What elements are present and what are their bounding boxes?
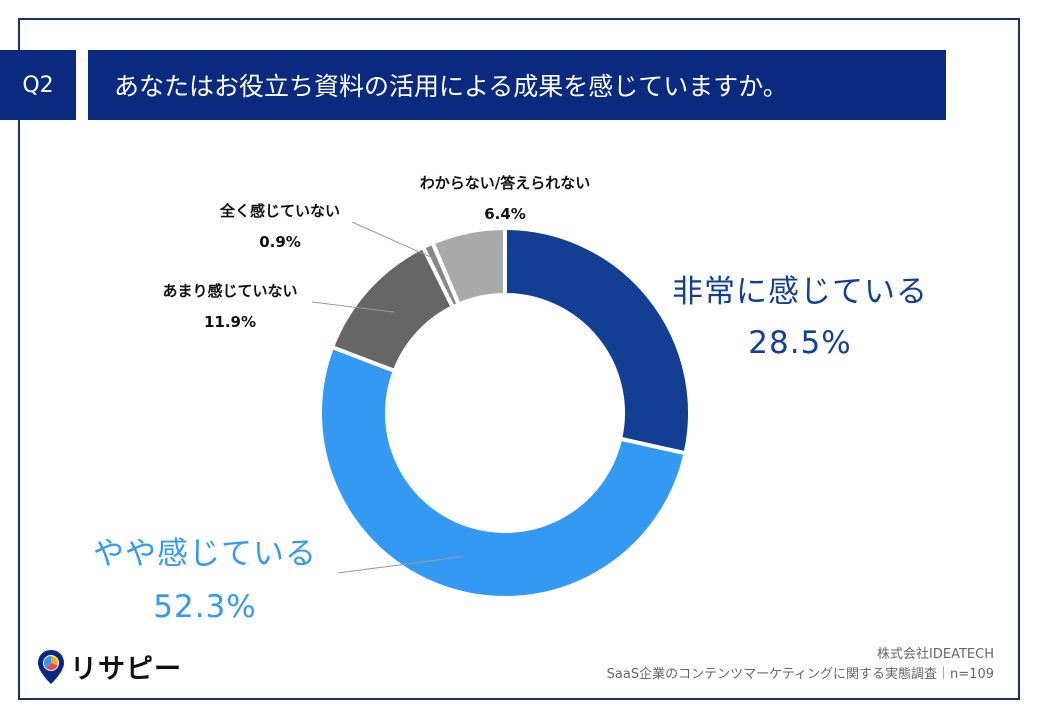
label-dont-know: わからない/答えられない 6.4% bbox=[370, 172, 640, 223]
credit: 株式会社IDEATECH SaaS企業のコンテンツマーケティングに関する実態調査… bbox=[607, 645, 994, 685]
company-name: 株式会社IDEATECH bbox=[877, 647, 994, 662]
survey-title: SaaS企業のコンテンツマーケティングに関する実態調査｜n=109 bbox=[606, 667, 994, 682]
slice-very-much bbox=[503, 226, 692, 456]
label-somewhat: やや感じている 52.3% bbox=[70, 528, 340, 625]
label-not-much-value: 11.9% bbox=[203, 313, 257, 331]
label-very-much: 非常に感じている 28.5% bbox=[665, 266, 935, 361]
question-number-badge: Q2 bbox=[0, 50, 76, 120]
risapy-logo: リサピー bbox=[36, 647, 182, 686]
label-not-much: あまり感じていない 11.9% bbox=[120, 280, 340, 331]
label-not-at-all-name: 全く感じていない bbox=[219, 202, 340, 220]
slice-not-at-all-leader-line bbox=[351, 221, 435, 259]
question-title: あなたはお役立ち資料の活用による成果を感じていますか。 bbox=[88, 50, 946, 120]
label-dont-know-name: わからない/答えられない bbox=[419, 174, 591, 192]
label-not-much-name: あまり感じていない bbox=[162, 282, 298, 300]
label-not-at-all-value: 0.9% bbox=[259, 233, 301, 251]
label-somewhat-value: 52.3% bbox=[153, 589, 257, 625]
logo-pin-icon bbox=[38, 649, 64, 684]
logo-text: リサピー bbox=[70, 654, 182, 685]
label-dont-know-value: 6.4% bbox=[484, 205, 526, 223]
slice-somewhat bbox=[318, 345, 688, 600]
label-very-much-value: 28.5% bbox=[748, 325, 852, 361]
label-very-much-name: 非常に感じている bbox=[672, 274, 928, 310]
slice-dont-know bbox=[430, 226, 507, 307]
chart-frame bbox=[18, 18, 1020, 700]
label-not-at-all: 全く感じていない 0.9% bbox=[180, 200, 380, 251]
slice-somewhat-leader-line bbox=[337, 556, 462, 574]
label-somewhat-name: やや感じている bbox=[93, 536, 317, 572]
slice-not-much-leader-line bbox=[311, 301, 395, 313]
